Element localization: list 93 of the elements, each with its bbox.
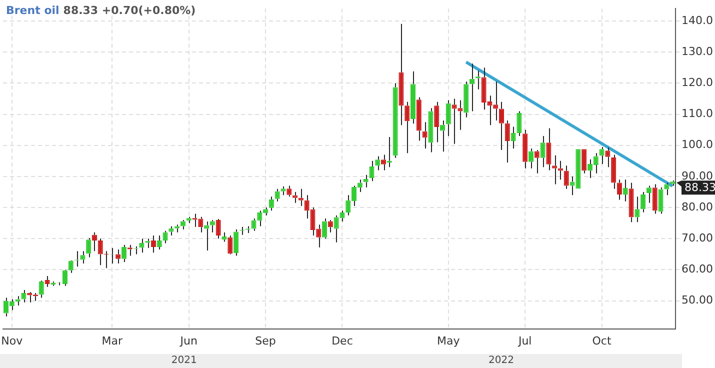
y-tick-label: 100.0 (682, 138, 714, 152)
candlestick (86, 238, 92, 258)
candlestick (162, 230, 168, 244)
candlestick (222, 232, 227, 242)
candlestick (38, 280, 44, 298)
x-tick-label: Jul (517, 334, 532, 348)
candlestick (599, 146, 604, 165)
candlestick (628, 182, 634, 223)
candlestick (116, 249, 121, 264)
candlestick (640, 192, 646, 213)
candlestick (458, 100, 463, 130)
candlestick (658, 186, 664, 214)
candlestick (528, 148, 534, 169)
text: 88.33 (684, 181, 715, 194)
candlestick (404, 101, 410, 154)
x-tick-label: Sep (255, 334, 276, 348)
candlestick (498, 101, 504, 151)
candlestick (534, 150, 540, 174)
candlestick (98, 238, 103, 266)
candlestick (622, 179, 628, 202)
candlestick (228, 235, 233, 254)
candlestick (552, 154, 558, 185)
text: 2022 (488, 355, 514, 366)
candlestick (664, 182, 670, 196)
y-tick-label: 110.0 (682, 107, 714, 120)
candlestick (504, 120, 510, 163)
candlestick (434, 101, 440, 143)
y-tick-label: 80.00 (682, 200, 714, 214)
candlestick (410, 70, 416, 124)
y-tick-label: 130.0 (682, 44, 714, 58)
candlestick (546, 128, 552, 171)
candlestick (582, 149, 587, 174)
candlestick (369, 160, 374, 182)
y-tick-label: 140.0 (682, 14, 714, 27)
candlestick (251, 218, 256, 232)
candlestick (216, 218, 221, 240)
candlestick (440, 120, 446, 152)
candlestick (375, 156, 380, 171)
x-tick-label: Oct (592, 334, 612, 348)
candlestick (381, 154, 386, 171)
text: 2021 (171, 355, 197, 366)
candlestick (363, 174, 368, 188)
x-tick-label: Jun (179, 334, 198, 348)
candlestick (62, 270, 68, 286)
candlestick (469, 63, 475, 112)
candlestick (446, 100, 451, 137)
candlestick (422, 122, 428, 149)
candlestick (174, 224, 180, 233)
y-tick-label: 60.00 (682, 262, 714, 276)
y-tick-label: 70.00 (682, 232, 714, 245)
candlestick (464, 81, 469, 118)
candlestick (168, 226, 174, 236)
candlestick (398, 23, 404, 126)
candlestick (616, 179, 622, 200)
candlestick (280, 186, 286, 196)
candlestick (564, 165, 569, 190)
x-tick-label: Nov (1, 334, 24, 348)
candlestick (452, 98, 457, 144)
y-tick-label: 50.00 (682, 294, 714, 307)
candlestick (611, 154, 616, 190)
candlestick (634, 196, 640, 223)
candlestick (121, 244, 126, 262)
candlestick (292, 192, 298, 204)
candlestick (210, 219, 215, 233)
y-tick-label: 90.00 (682, 169, 714, 182)
candlestick (156, 235, 162, 250)
chart-title: Brent oil (6, 4, 60, 17)
y-tick-label: 120.0 (682, 76, 714, 90)
candlestick (80, 250, 86, 264)
candlestick (416, 96, 422, 142)
candlestick (234, 228, 239, 256)
candlestick (605, 147, 610, 168)
candlestick (44, 275, 50, 288)
candlestick (522, 129, 528, 169)
candlestick (298, 188, 304, 207)
chart-subtitle: 88.33 +0.70(+0.80%) (63, 4, 196, 17)
candlestick (68, 260, 74, 274)
candlestick (652, 184, 658, 214)
candlestick (186, 216, 192, 224)
candlestick (328, 219, 333, 233)
x-tick-label: Mar (102, 334, 124, 348)
candlestick (428, 108, 434, 153)
x-tick-label: May (437, 334, 460, 348)
candlestick (540, 136, 546, 168)
candlestick (392, 82, 398, 158)
candlestick (268, 196, 274, 212)
candlestick (139, 238, 144, 254)
candlestick (21, 289, 26, 303)
candlestick (516, 110, 522, 137)
candlestick (510, 126, 516, 149)
candlestick (180, 219, 186, 230)
candlestick (274, 188, 280, 202)
x-tick-label: Dec (332, 334, 353, 348)
